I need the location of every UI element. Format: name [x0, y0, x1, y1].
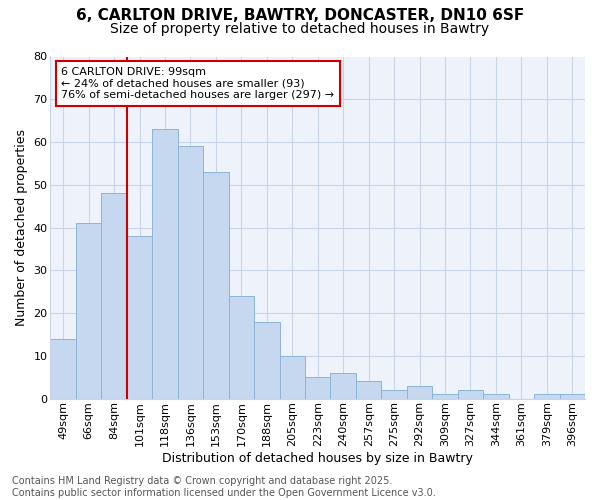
Bar: [331, 373, 356, 398]
X-axis label: Distribution of detached houses by size in Bawtry: Distribution of detached houses by size …: [162, 452, 473, 465]
Bar: [101, 194, 127, 398]
Bar: [229, 296, 254, 398]
Bar: [432, 394, 458, 398]
Bar: [356, 382, 382, 398]
Bar: [483, 394, 509, 398]
Y-axis label: Number of detached properties: Number of detached properties: [15, 129, 28, 326]
Bar: [152, 129, 178, 398]
Bar: [203, 172, 229, 398]
Text: 6, CARLTON DRIVE, BAWTRY, DONCASTER, DN10 6SF: 6, CARLTON DRIVE, BAWTRY, DONCASTER, DN1…: [76, 8, 524, 22]
Bar: [534, 394, 560, 398]
Text: Size of property relative to detached houses in Bawtry: Size of property relative to detached ho…: [110, 22, 490, 36]
Bar: [280, 356, 305, 399]
Bar: [50, 338, 76, 398]
Text: Contains HM Land Registry data © Crown copyright and database right 2025.
Contai: Contains HM Land Registry data © Crown c…: [12, 476, 436, 498]
Bar: [560, 394, 585, 398]
Bar: [76, 223, 101, 398]
Bar: [178, 146, 203, 398]
Text: 6 CARLTON DRIVE: 99sqm
← 24% of detached houses are smaller (93)
76% of semi-det: 6 CARLTON DRIVE: 99sqm ← 24% of detached…: [61, 67, 334, 100]
Bar: [127, 236, 152, 398]
Bar: [254, 322, 280, 398]
Bar: [458, 390, 483, 398]
Bar: [407, 386, 432, 398]
Bar: [382, 390, 407, 398]
Bar: [305, 377, 331, 398]
